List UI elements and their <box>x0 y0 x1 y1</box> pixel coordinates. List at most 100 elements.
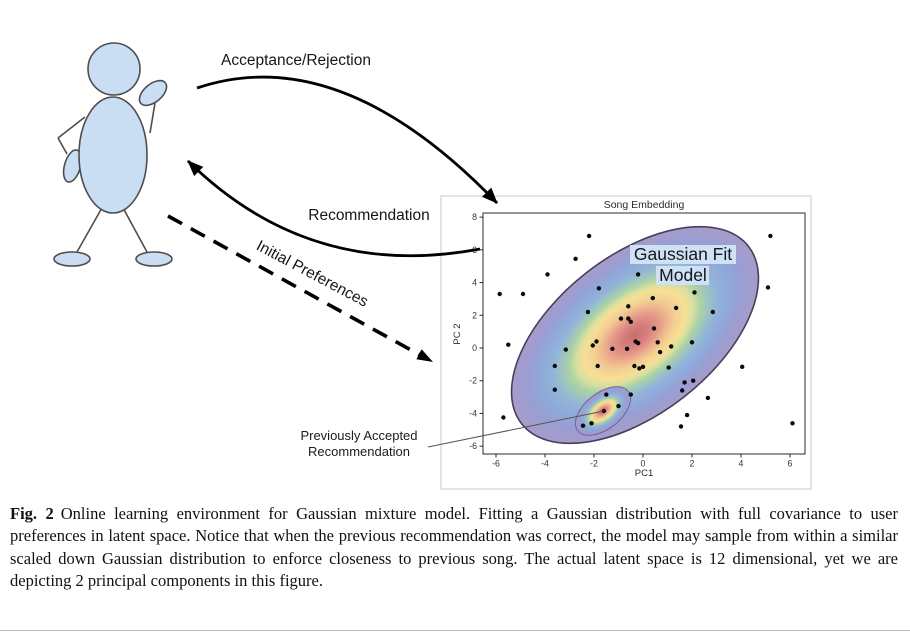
scatter-point <box>682 380 687 385</box>
scatter-point <box>586 233 592 239</box>
scatter-point <box>573 256 578 261</box>
y-tick-label: 8 <box>472 212 477 222</box>
scatter-point <box>640 364 646 369</box>
person-body <box>78 96 148 214</box>
scatter-point <box>765 285 771 290</box>
scatter-point <box>552 363 557 369</box>
scatter-point <box>563 347 568 352</box>
gaussian-fit-label: Gaussian Fit Model <box>630 244 736 285</box>
scatter-point <box>626 304 631 309</box>
x-tick-label: 6 <box>788 459 793 469</box>
person-right-leg <box>121 205 148 253</box>
flow-arrows <box>167 75 499 362</box>
previously-accepted-label-line2: Recommendation <box>308 444 410 459</box>
page-divider <box>0 630 910 631</box>
person-right-arm <box>149 102 156 134</box>
scatter-point <box>552 387 557 392</box>
scatter-point <box>637 366 642 371</box>
scatter-point <box>790 421 795 426</box>
person-right-hand <box>138 79 168 107</box>
scatter-point <box>657 349 663 355</box>
y-tick-label: -2 <box>469 376 477 386</box>
y-tick-label: 2 <box>472 310 477 320</box>
scatter-point <box>635 272 641 277</box>
x-tick-label: 2 <box>690 459 695 469</box>
y-tick-label: -4 <box>469 408 477 418</box>
y-tick-label: 4 <box>472 278 477 288</box>
person-left-foot <box>53 251 91 267</box>
scatter-point <box>618 316 624 321</box>
scatter-point <box>589 421 594 426</box>
scatter-point <box>705 395 711 401</box>
caption-body: Online learning environment for Gaussian… <box>10 504 898 591</box>
x-tick-label: 0 <box>641 459 646 469</box>
x-tick-label: -4 <box>541 459 549 469</box>
scatter-point <box>680 388 685 393</box>
scatter-point <box>616 403 621 409</box>
scatter-point <box>689 340 695 345</box>
label-highlight-1 <box>630 245 736 264</box>
plot-title: Song Embedding <box>604 199 685 211</box>
scatter-point <box>655 340 660 345</box>
initial-preferences-arrowhead <box>416 349 433 362</box>
figure-caption: Fig. 2 Online learning environment for Ga… <box>10 503 898 593</box>
scatter-point <box>595 363 600 369</box>
person-right-foot <box>135 251 173 267</box>
x-tick-label: 4 <box>739 459 744 469</box>
person-left-leg <box>76 205 104 253</box>
x-tick-label: -6 <box>492 459 500 469</box>
recommendation-label: Recommendation <box>308 207 429 224</box>
y-tick-label: -6 <box>469 441 477 451</box>
previously-accepted-label-line1: Previously Accepted <box>300 428 417 443</box>
scatter-point <box>604 392 609 397</box>
scatter-points <box>497 233 795 429</box>
person-figure <box>53 42 173 267</box>
scatter-point <box>545 272 550 277</box>
gaussian-fit-label-line1: Gaussian Fit <box>634 244 732 264</box>
scatter-point <box>678 424 684 429</box>
scatter-point <box>610 346 615 351</box>
scatter-point <box>651 326 657 331</box>
scatter-point <box>740 364 745 369</box>
song-embedding-plot: Song Embedding PC1 PC 2 -6 -4 -2 0 2 4 6 8 6 4 2 0… <box>440 195 812 490</box>
scatter-point <box>626 316 631 321</box>
acceptance-rejection-arrow <box>196 75 499 204</box>
scatter-point <box>585 309 591 315</box>
scatter-point <box>632 363 637 369</box>
x-ticks: -6 -4 -2 0 2 4 6 <box>492 454 793 469</box>
gaussian-fit-label-line2: Model <box>659 265 707 285</box>
y-tick-label: 0 <box>472 343 477 353</box>
scatter-point <box>520 291 526 297</box>
scatter-point <box>669 344 674 349</box>
scatter-point <box>673 305 679 311</box>
initial-preferences-arrow <box>167 214 421 357</box>
person-left-arm <box>57 116 86 139</box>
scatter-point <box>624 346 630 351</box>
diagram-svg: Song Embedding PC1 PC 2 -6 -4 -2 0 2 4 6 8 6 4 2 0… <box>53 42 812 490</box>
scatter-point <box>590 343 595 348</box>
acceptance-rejection-label: Acceptance/Rejection <box>221 52 371 69</box>
scatter-point <box>650 295 655 301</box>
scatter-point <box>684 412 690 418</box>
caption-tag: Fig. 2 <box>10 504 54 523</box>
scatter-point <box>710 309 715 315</box>
scatter-point <box>628 319 633 324</box>
scatter-point <box>580 423 586 428</box>
x-axis-label: PC1 <box>635 468 653 479</box>
scatter-point <box>501 415 506 420</box>
scatter-point <box>594 339 599 344</box>
scatter-point <box>691 378 696 383</box>
scatter-point <box>768 233 773 239</box>
x-tick-label: -2 <box>590 459 598 469</box>
scatter-point <box>692 290 697 295</box>
scatter-point <box>497 291 502 297</box>
scatter-point <box>666 365 671 370</box>
scatter-point <box>635 340 641 346</box>
person-left-forearm <box>57 137 68 155</box>
y-axis-label: PC 2 <box>452 323 463 344</box>
scatter-point <box>506 342 511 347</box>
person-head <box>87 42 141 96</box>
scatter-point <box>596 286 602 291</box>
scatter-point <box>628 392 633 397</box>
